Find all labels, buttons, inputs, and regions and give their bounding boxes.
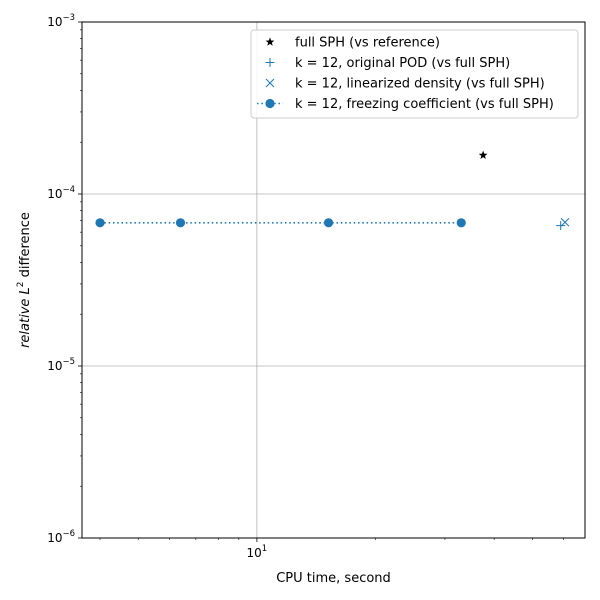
data-point xyxy=(478,150,488,159)
legend-marker xyxy=(265,58,275,67)
y-tick-label: 10−4 xyxy=(47,185,75,201)
legend-entry: k = 12, freezing coefficient (vs full SP… xyxy=(295,97,554,112)
x-axis-label: CPU time, second xyxy=(276,571,391,586)
y-axis-label-main: relative L xyxy=(18,287,33,348)
y-axis-label-sup: 2 xyxy=(16,281,26,287)
x-tick-label: 101 xyxy=(247,544,268,560)
data-point xyxy=(95,218,105,228)
legend-box xyxy=(250,29,579,119)
y-tick-label: 10−5 xyxy=(47,357,75,373)
legend-entry: k = 12, original POD (vs full SPH) xyxy=(295,56,510,71)
tick-labels: 10−6 10−5 10−4 10−3 101 xyxy=(47,13,267,560)
series-0 xyxy=(478,150,488,159)
legend-marker xyxy=(265,98,275,109)
legend-entry: full SPH (vs reference) xyxy=(295,36,440,51)
y-axis-label: relative L2 difference xyxy=(16,212,33,348)
y-tick-label: 10−3 xyxy=(47,13,75,29)
x-stroke xyxy=(560,217,570,227)
plot-frame xyxy=(81,21,586,539)
legend-marker xyxy=(265,78,275,88)
data-series xyxy=(95,150,570,231)
legend-marker xyxy=(265,37,275,46)
data-point xyxy=(560,217,570,227)
legend: full SPH (vs reference) k = 12, original … xyxy=(250,29,579,119)
data-point xyxy=(323,218,334,228)
y-tick-label: 10−6 xyxy=(47,529,75,545)
legend-entry: k = 12, linearized density (vs full SPH) xyxy=(295,77,545,92)
x-stroke xyxy=(265,78,275,88)
series-1 xyxy=(556,221,566,231)
series-3 xyxy=(95,218,466,228)
data-point xyxy=(556,221,566,231)
data-point xyxy=(175,218,186,228)
y-axis-label-rest: difference xyxy=(18,212,33,281)
data-point xyxy=(456,218,466,228)
series-2 xyxy=(560,217,570,227)
